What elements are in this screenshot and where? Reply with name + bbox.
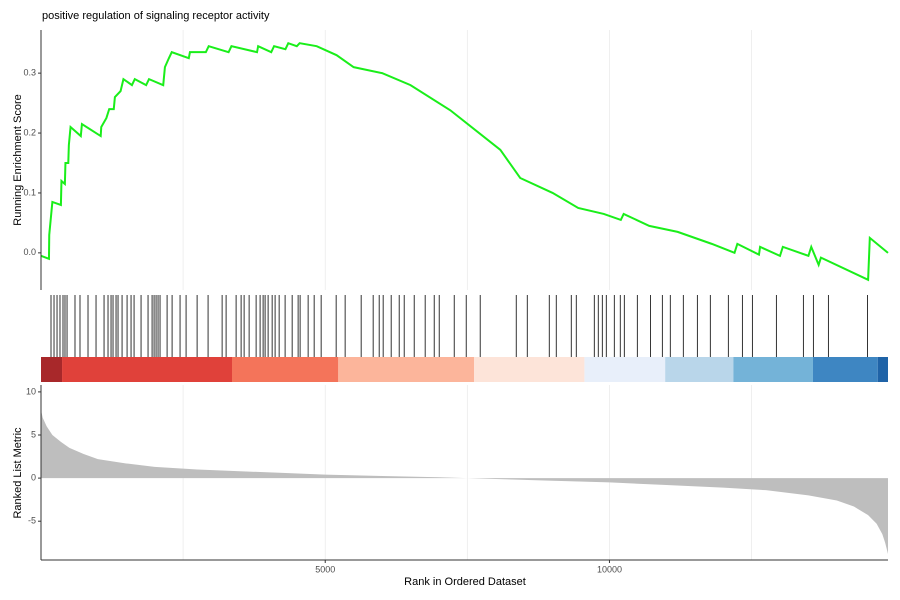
y-tick-label: 10 [26,386,36,396]
y-tick-label: -5 [28,516,36,526]
ranked-metric-area [41,410,888,554]
color-band [474,357,585,382]
y-axis-label: Ranked List Metric [12,427,24,519]
y-tick-label: 0 [31,472,36,482]
x-tick-label: 5000 [315,564,335,574]
color-band [232,357,339,382]
enrichment-line [40,41,889,282]
color-band [733,357,813,382]
x-axis-label: Rank in Ordered Dataset [404,576,526,588]
y-tick-label: 0.1 [23,187,36,197]
color-band [584,357,666,382]
y-tick-label: 0.0 [23,247,36,257]
y-axis-label: Running Enrichment Score [12,94,24,225]
color-band [338,357,475,382]
color-band [41,357,63,382]
color-band [812,357,878,382]
y-tick-label: 5 [31,429,36,439]
color-band [877,357,888,382]
y-tick-label: 0.3 [23,68,36,78]
color-band [62,357,233,382]
chart-title: positive regulation of signaling recepto… [42,10,270,22]
color-band [665,357,734,382]
x-tick-label: 10000 [597,564,622,574]
y-tick-label: 0.2 [23,127,36,137]
